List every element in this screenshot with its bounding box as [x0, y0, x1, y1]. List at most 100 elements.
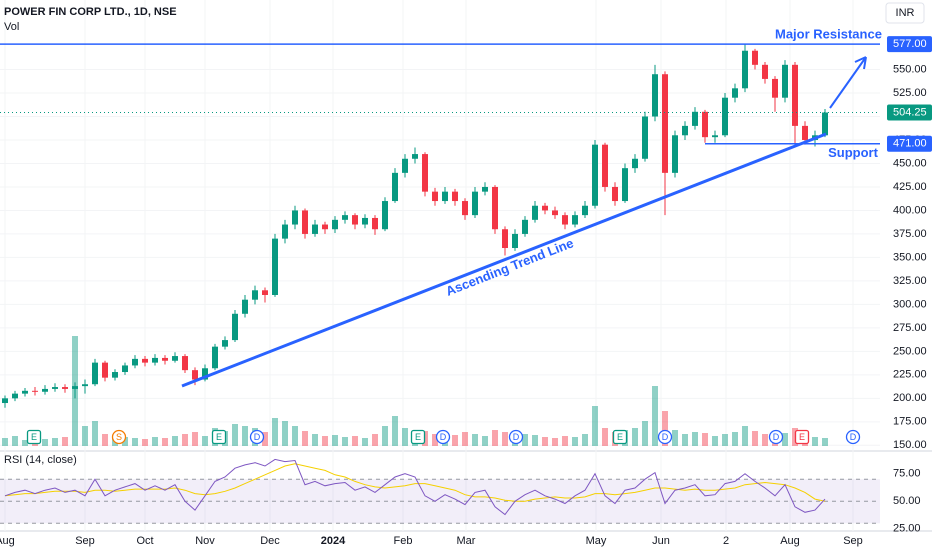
candle-body [102, 362, 108, 378]
candle-body [672, 135, 678, 173]
candle-body [792, 64, 798, 126]
volume-bar [372, 434, 378, 446]
symbol-title: POWER FIN CORP LTD., 1D, NSE [4, 6, 177, 18]
candle-body [452, 191, 458, 202]
x-tick-label: Dec [260, 535, 280, 547]
volume-bar [182, 434, 188, 446]
event-label: D [440, 432, 447, 442]
volume-bar [392, 416, 398, 446]
volume-bar [452, 435, 458, 446]
x-tick-label: Aug [780, 535, 800, 547]
volume-bar [762, 434, 768, 446]
y-tick-label: 225.00 [893, 369, 927, 381]
event-label: S [116, 432, 122, 442]
x-tick-label: 2024 [321, 535, 346, 547]
candle-body [752, 50, 758, 65]
candle-body [352, 215, 358, 225]
event-icon [612, 429, 628, 445]
candle-body [732, 88, 738, 98]
rsi-values-line [4, 458, 826, 516]
y-tick-label: 400.00 [893, 204, 927, 216]
candle-body [402, 158, 408, 173]
candle-body [432, 191, 438, 202]
candle-body [512, 233, 518, 249]
y-tick-label: 325.00 [893, 275, 927, 287]
candle-body [492, 186, 498, 230]
volume-bar [662, 411, 668, 446]
rsi-tick-label: 75.00 [893, 468, 921, 480]
candle-body [292, 210, 298, 225]
candle-body [312, 224, 318, 234]
candle-body [42, 388, 48, 392]
volume-bar [472, 434, 478, 446]
volume-bar [522, 434, 528, 446]
candle-body [82, 384, 88, 387]
candle-body [702, 111, 708, 138]
candle-body [272, 238, 278, 295]
candle-body [282, 224, 288, 239]
volume-bar [632, 428, 638, 446]
candle-body [62, 387, 68, 389]
candle-body [152, 357, 158, 363]
candle-body [552, 210, 558, 216]
volume-bar [692, 432, 698, 446]
y-tick-label: 550.00 [893, 63, 927, 75]
y-tick-label: 350.00 [893, 251, 927, 263]
rsi-tick-label: 25.00 [893, 523, 921, 535]
candle-body [712, 135, 718, 138]
resistance-text: Major Resistance [775, 27, 882, 42]
event-icon [508, 429, 524, 445]
candle-body [572, 215, 578, 225]
candle-body [612, 186, 618, 202]
candle-body [252, 290, 258, 300]
rsi-label: RSI (14, close) [4, 454, 77, 466]
volume-bar [192, 432, 198, 446]
candle-body [502, 229, 508, 249]
candle-body [162, 357, 168, 361]
arrow [829, 56, 867, 109]
candle-body [542, 205, 548, 211]
candle-body [692, 111, 698, 126]
candle-body [12, 393, 18, 399]
y-tick-label: 425.00 [893, 181, 927, 193]
volume-bar [752, 431, 758, 446]
candle-body [772, 78, 778, 98]
candle-body [72, 386, 78, 389]
x-tick-label: Jun [652, 535, 670, 547]
volume-bar [332, 435, 338, 446]
candle-body [482, 186, 488, 192]
volume-bar [22, 440, 28, 446]
x-tick-label: Mar [457, 535, 476, 547]
candle-body [652, 74, 658, 117]
candle-body [2, 398, 8, 404]
candle-body [212, 346, 218, 369]
candle-body [372, 217, 378, 230]
candle-body [92, 362, 98, 385]
volume-bar [572, 437, 578, 446]
volume-bar [62, 437, 68, 446]
volume-bar [232, 424, 238, 446]
volume-bar [532, 435, 538, 446]
currency[interactable]: INR [896, 7, 915, 19]
event-label: D [773, 432, 780, 442]
volume-bar [732, 432, 738, 446]
event-label: D [662, 432, 669, 442]
volume-bar [542, 437, 548, 446]
volume-bar [322, 436, 328, 446]
candle-body [472, 191, 478, 216]
currency-box[interactable] [885, 2, 925, 24]
event-label: E [31, 432, 37, 442]
volume-bar [162, 438, 168, 446]
candle-body [592, 144, 598, 206]
volume-bar [172, 436, 178, 446]
volume-bar [812, 437, 818, 446]
candle-body [782, 64, 788, 98]
event-icon [845, 429, 861, 445]
event-label: E [617, 432, 623, 442]
candle-body [762, 64, 768, 79]
support-text: Support [828, 145, 878, 160]
volume-bar [312, 434, 318, 446]
candle-body [182, 356, 188, 371]
candle-body [632, 158, 638, 169]
event-icon [768, 429, 784, 445]
